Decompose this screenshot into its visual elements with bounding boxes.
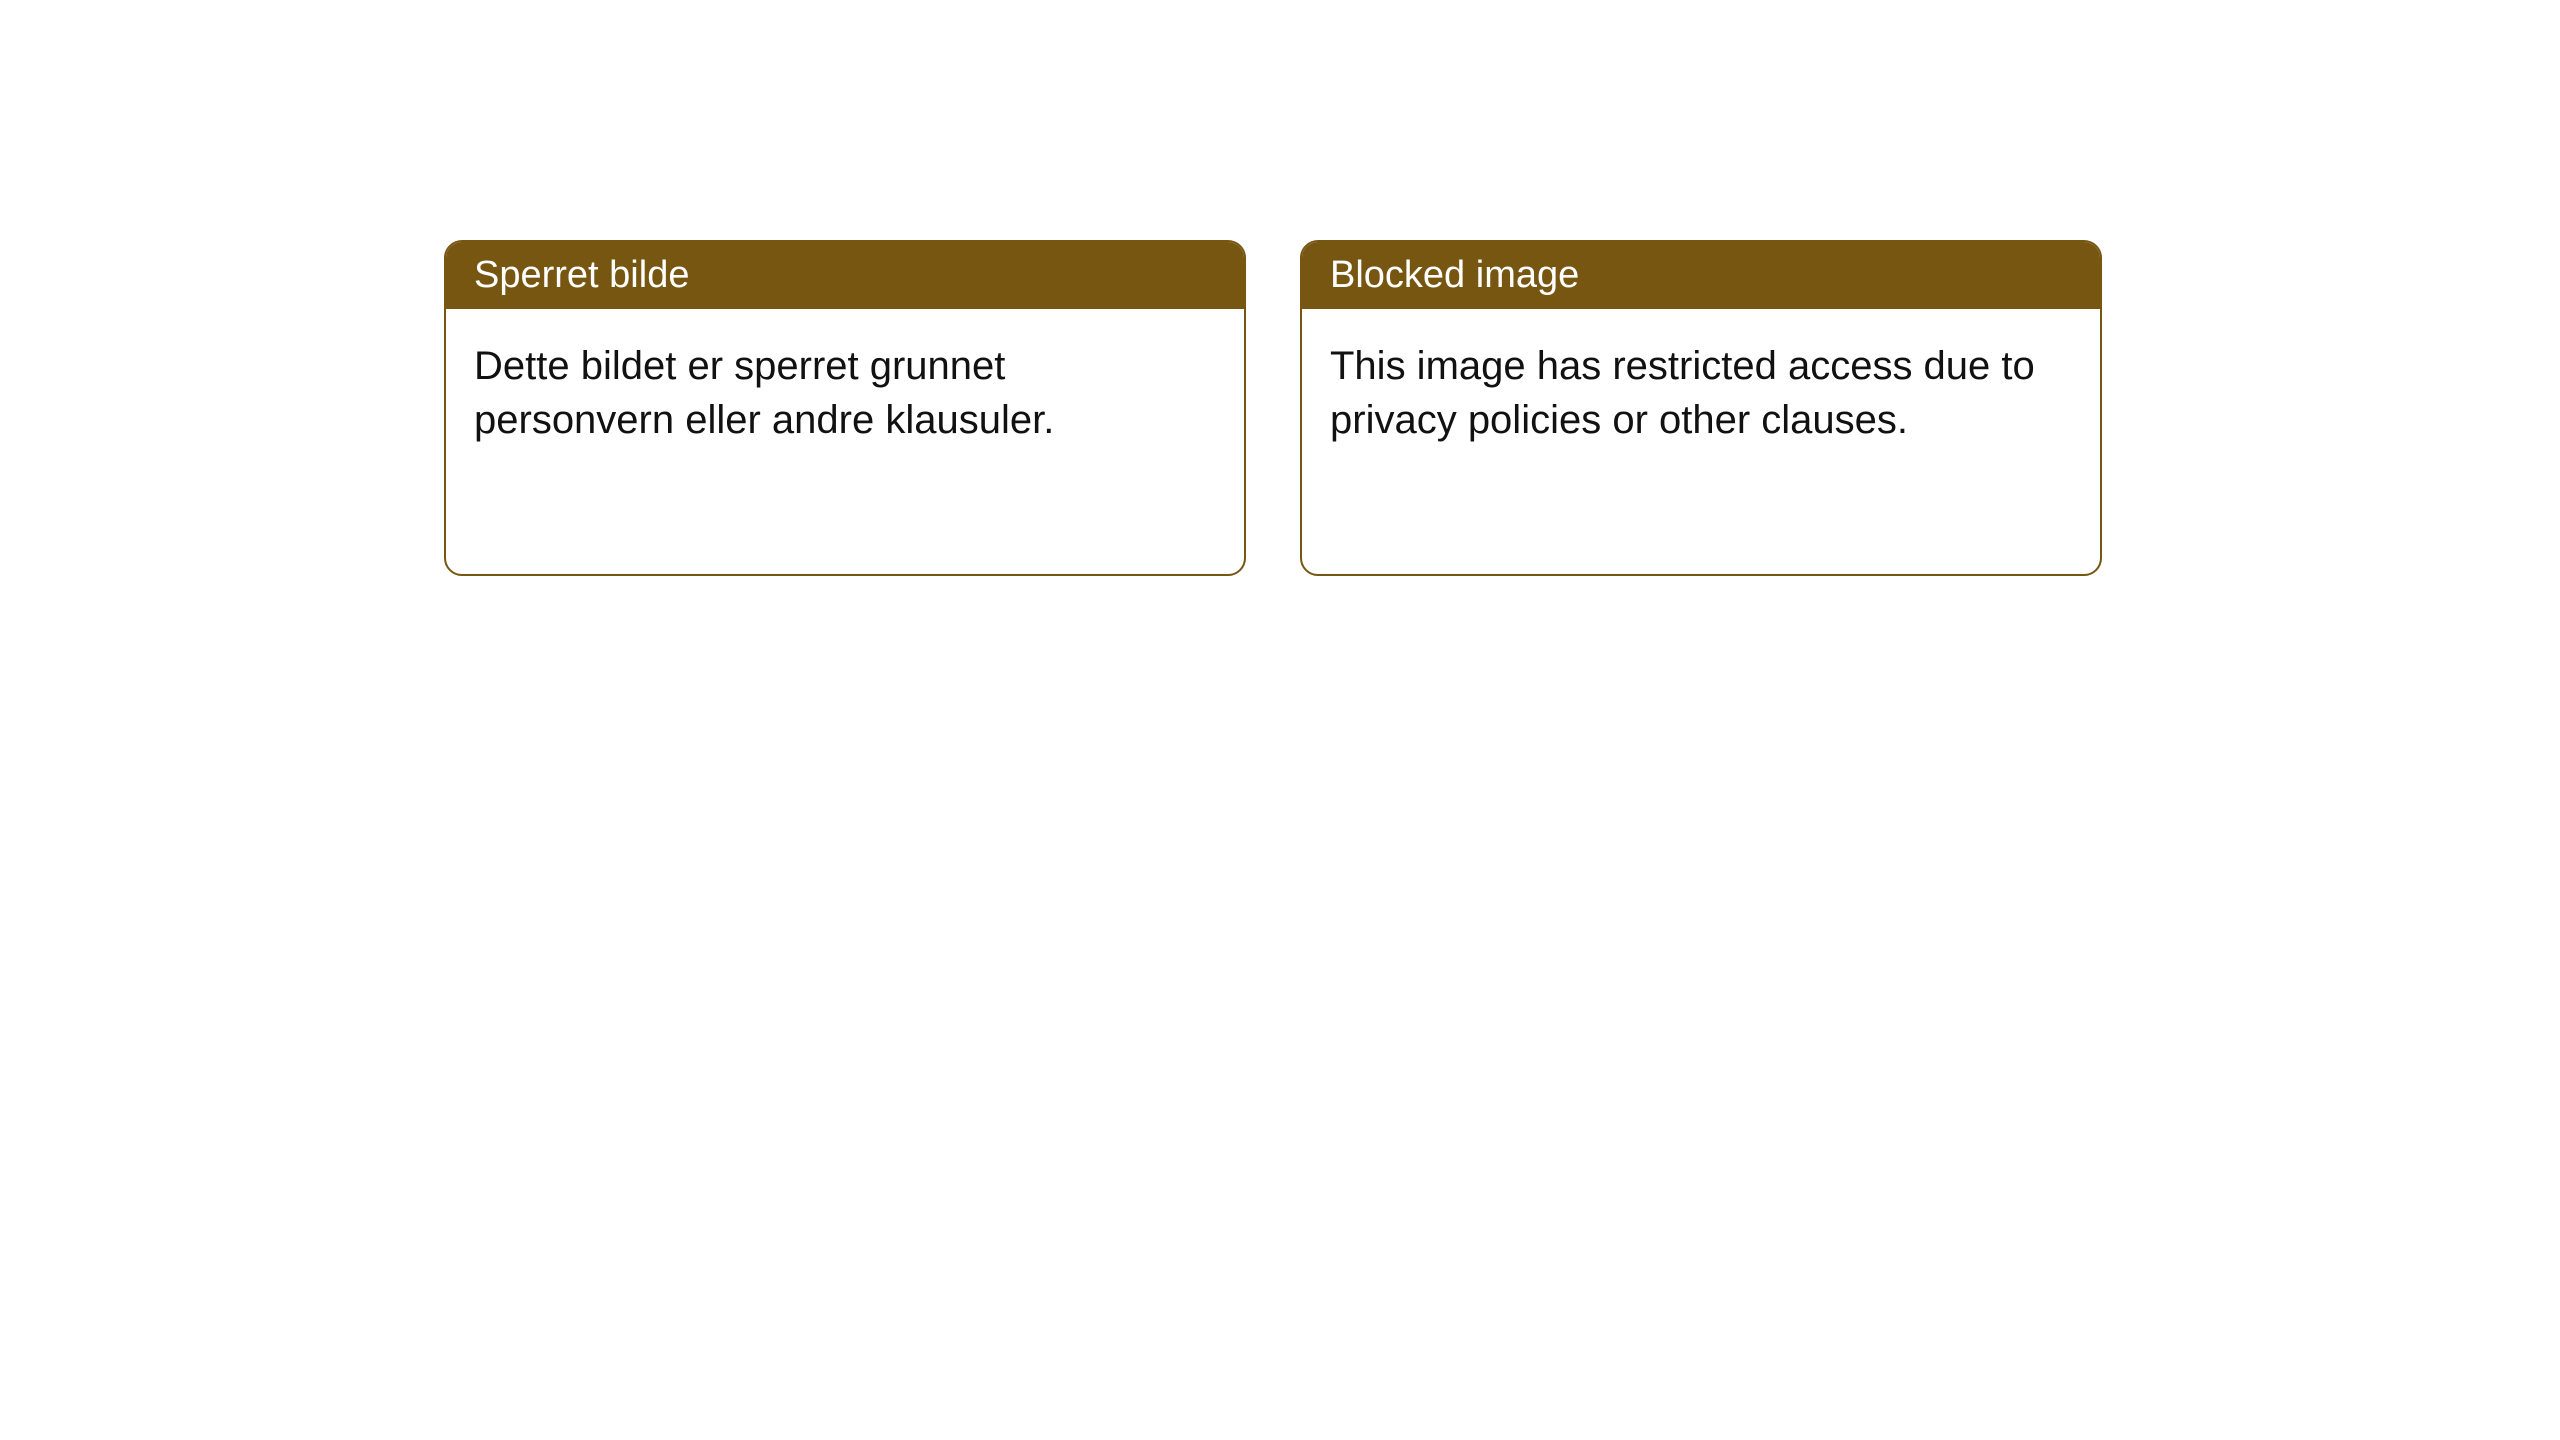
card-body-english: This image has restricted access due to … <box>1302 309 2100 477</box>
card-header-english: Blocked image <box>1302 242 2100 309</box>
card-header-norwegian: Sperret bilde <box>446 242 1244 309</box>
card-title: Sperret bilde <box>474 254 689 296</box>
card-title: Blocked image <box>1330 254 1579 296</box>
notice-card-norwegian: Sperret bilde Dette bildet er sperret gr… <box>444 240 1246 576</box>
card-message: Dette bildet er sperret grunnet personve… <box>474 344 1054 442</box>
card-body-norwegian: Dette bildet er sperret grunnet personve… <box>446 309 1244 477</box>
card-message: This image has restricted access due to … <box>1330 344 2035 442</box>
notice-container: Sperret bilde Dette bildet er sperret gr… <box>444 240 2102 576</box>
notice-card-english: Blocked image This image has restricted … <box>1300 240 2102 576</box>
